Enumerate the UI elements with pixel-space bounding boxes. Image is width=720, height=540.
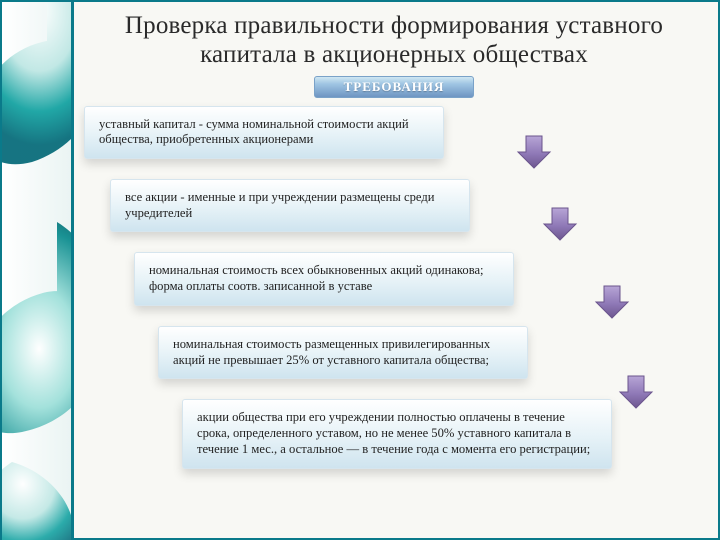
swirl-icon: [2, 2, 74, 540]
flow-container: уставный капитал - сумма номинальной сто…: [84, 106, 704, 469]
arrow-down-icon: [514, 134, 554, 170]
flow-box-4: номинальная стоимость размещенных привил…: [158, 326, 528, 379]
requirements-badge: ТРЕБОВАНИЯ: [314, 76, 474, 98]
content-area: Проверка правильности формирования устав…: [84, 12, 704, 524]
flow-box-3: номинальная стоимость всех обыкновенных …: [134, 252, 514, 305]
page-title: Проверка правильности формирования устав…: [84, 12, 704, 70]
arrow-down-icon: [540, 206, 580, 242]
flow-box-5: акции общества при его учреждении полнос…: [182, 399, 612, 468]
decorative-sidebar: [2, 2, 74, 540]
flow-box-1: уставный капитал - сумма номинальной сто…: [84, 106, 444, 159]
arrow-down-icon: [592, 284, 632, 320]
slide-frame: Проверка правильности формирования устав…: [0, 0, 720, 540]
flow-box-2: все акции - именные и при учреждении раз…: [110, 179, 470, 232]
arrow-down-icon: [616, 374, 656, 410]
